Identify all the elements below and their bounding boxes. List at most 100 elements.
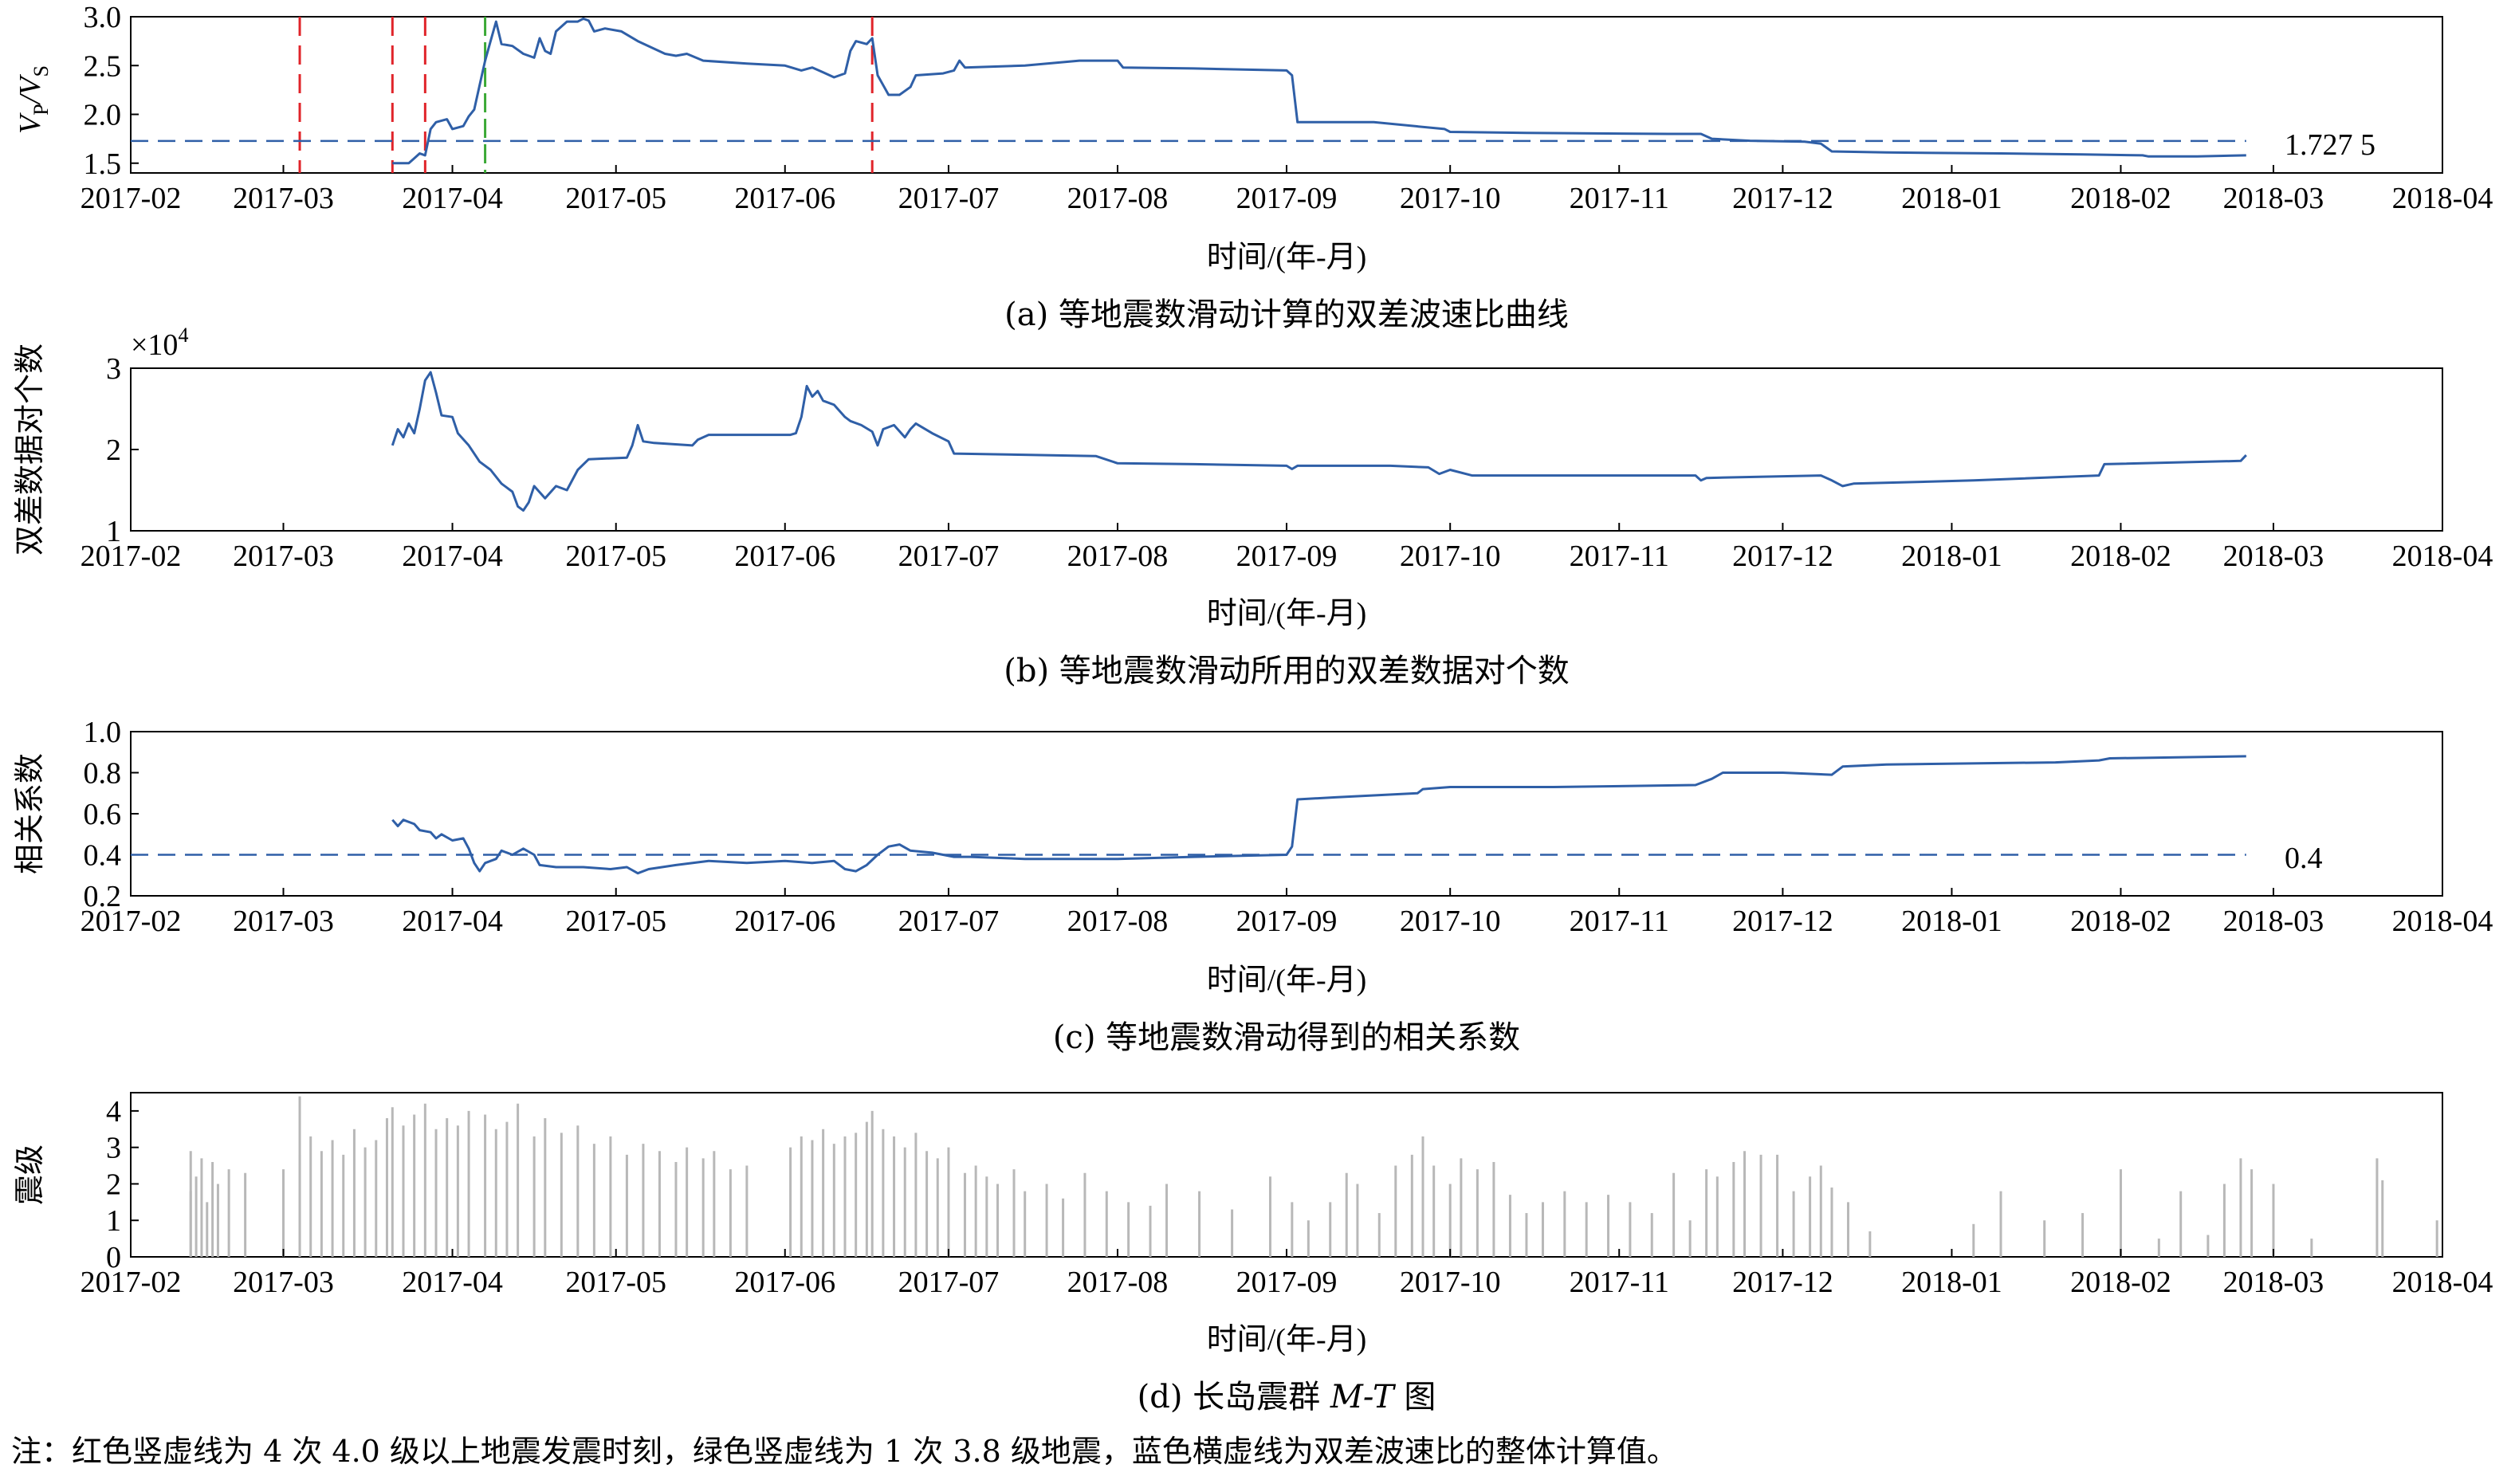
y-tick-label: 1.0 <box>84 716 122 749</box>
ylabel-a-sub-s: S <box>29 65 53 77</box>
x-tick-label: 2018-01 <box>1901 182 2002 215</box>
x-tick-label: 2017-11 <box>1570 540 1669 573</box>
y-tick-label: 2.5 <box>84 49 122 83</box>
series-line <box>391 755 2246 875</box>
x-tick-label: 2018-03 <box>2223 540 2324 573</box>
y-tick-label: 2 <box>106 1168 121 1201</box>
panel-a-caption: (a) 等地震数滑动计算的双差波速比曲线 <box>1004 296 1569 333</box>
caption-d-prefix: (d) 长岛震群 <box>1138 1379 1330 1415</box>
y-tick-label: 0.2 <box>84 880 122 913</box>
panel-a-y-ticks: 1.5 2.0 2.5 3.0 <box>84 1 139 181</box>
x-tick-label: 2017-04 <box>402 182 503 215</box>
panel-c-y-ticks: 0.2 0.4 0.6 0.8 1.0 <box>84 716 139 913</box>
x-tick-label: 2018-01 <box>1901 905 2002 938</box>
y-tick-label: 4 <box>106 1095 121 1129</box>
panel-b-x-ticks: 2017-02 2017-03 2017-04 2017-05 2017-06 2017-… <box>81 523 2493 573</box>
panel-c-caption: (c) 等地震数滑动得到的相关系数 <box>1053 1019 1520 1056</box>
x-tick-label: 2017-03 <box>233 1266 334 1299</box>
panel-d-caption: (d) 长岛震群 M-T 图 <box>1138 1379 1436 1415</box>
x-tick-label: 2017-09 <box>1236 182 1338 215</box>
x-tick-label: 2017-12 <box>1732 1266 1833 1299</box>
caption-d-suffix: 图 <box>1394 1379 1436 1415</box>
y-tick-label: 0.6 <box>84 798 122 831</box>
x-tick-label: 2017-02 <box>81 182 182 215</box>
panel-c-series <box>131 755 2246 875</box>
panel-a-vp-vs-ratio: 1.5 2.0 2.5 3.0 2017-02 2017-03 2017-04 2017-0… <box>14 1 2493 333</box>
panel-d-x-axis-label: 时间/(年-月) <box>1207 1323 1367 1356</box>
x-tick-label: 2017-07 <box>898 1266 1000 1299</box>
series-line <box>391 371 2247 512</box>
panel-a-x-axis-label: 时间/(年-月) <box>1207 241 1367 274</box>
ylabel-a-slash-v: /V <box>14 74 47 106</box>
x-tick-label: 2017-02 <box>81 905 182 938</box>
x-tick-label: 2018-02 <box>2070 182 2171 215</box>
panel-d-bars <box>189 1096 2438 1257</box>
panel-c-frame <box>130 731 2443 897</box>
x-tick-label: 2018-03 <box>2223 182 2324 215</box>
x-tick-label: 2017-10 <box>1400 905 1501 938</box>
x-tick-label: 2017-11 <box>1570 1266 1669 1299</box>
x-tick-label: 2017-07 <box>898 540 1000 573</box>
x-tick-label: 2017-07 <box>898 905 1000 938</box>
x-tick-label: 2017-02 <box>81 1266 182 1299</box>
panel-a-series <box>131 17 2246 165</box>
ylabel-a-sub-p: P <box>29 104 53 115</box>
x-tick-label: 2017-10 <box>1400 540 1501 573</box>
panel-c-x-axis-label: 时间/(年-月) <box>1207 964 1367 997</box>
x-tick-label: 2017-05 <box>565 1266 666 1299</box>
panel-b-caption: (b) 等地震数滑动所用的双差数据对个数 <box>1004 653 1570 689</box>
x-tick-label: 2017-03 <box>233 182 334 215</box>
x-tick-label: 2018-03 <box>2223 1266 2324 1299</box>
ylabel-a-v: V <box>14 112 47 134</box>
panel-a-x-ticks: 2017-02 2017-03 2017-04 2017-05 2017-06 2017-… <box>81 165 2493 215</box>
x-tick-label: 2018-01 <box>1901 1266 2002 1299</box>
x-tick-label: 2017-06 <box>734 182 835 215</box>
x-tick-label: 2017-08 <box>1067 540 1169 573</box>
x-tick-label: 2017-05 <box>565 905 666 938</box>
panel-b-series <box>391 371 2247 512</box>
panel-c-hline-label: 0.4 <box>2285 842 2323 875</box>
x-tick-label: 2017-05 <box>565 540 666 573</box>
x-tick-label: 2018-04 <box>2392 540 2493 573</box>
x-tick-label: 2018-02 <box>2070 540 2171 573</box>
x-tick-label: 2017-11 <box>1570 182 1669 215</box>
x-tick-label: 2017-08 <box>1067 905 1169 938</box>
x-tick-label: 2017-12 <box>1732 905 1833 938</box>
x-tick-label: 2017-09 <box>1236 1266 1338 1299</box>
caption-d-italic: M-T <box>1330 1379 1397 1415</box>
x-tick-label: 2018-03 <box>2223 905 2324 938</box>
x-tick-label: 2018-04 <box>2392 905 2493 938</box>
y-tick-label: 3 <box>106 352 121 386</box>
x-tick-label: 2017-04 <box>402 1266 503 1299</box>
y-tick-label: 2 <box>106 434 121 467</box>
x-tick-label: 2017-12 <box>1732 540 1833 573</box>
y-tick-label: 1 <box>106 1204 121 1238</box>
scale-exponent: 4 <box>178 324 188 347</box>
x-tick-label: 2017-03 <box>233 905 334 938</box>
x-tick-label: 2017-12 <box>1732 182 1833 215</box>
figure-note: 注：红色竖虚线为 4 次 4.0 级以上地震发震时刻，绿色竖虚线为 1 次 3.… <box>11 1434 1677 1469</box>
y-tick-label: 0.4 <box>84 839 122 873</box>
panel-b-y-axis-label: 双差数据对个数 <box>14 344 47 556</box>
panel-c-y-axis-label: 相关系数 <box>14 753 47 874</box>
panel-a-y-axis-label: VP/VS <box>14 65 53 134</box>
y-tick-label: 0.8 <box>84 757 122 791</box>
y-tick-label: 2.0 <box>84 99 122 132</box>
y-tick-label: 3.0 <box>84 1 122 34</box>
panel-b-scale-label: ×104 <box>131 324 188 362</box>
x-tick-label: 2017-09 <box>1236 905 1338 938</box>
panel-a-hline-label: 1.727 5 <box>2285 128 2375 162</box>
y-tick-label: 1.5 <box>84 147 122 181</box>
x-tick-label: 2017-10 <box>1400 1266 1501 1299</box>
x-tick-label: 2018-04 <box>2392 1266 2493 1299</box>
panel-d-x-ticks: 2017-02 2017-03 2017-04 2017-05 2017-06 2017-… <box>81 1249 2493 1299</box>
x-tick-label: 2017-08 <box>1067 182 1169 215</box>
panel-c-correlation: 0.2 0.4 0.6 0.8 1.0 2017-02 2017-03 2017-04 201… <box>14 716 2493 1056</box>
panel-b-x-axis-label: 时间/(年-月) <box>1207 597 1367 630</box>
x-tick-label: 2017-06 <box>734 905 835 938</box>
panel-b-data-pair-count: 123 2017-02 2017-03 2017-04 2017-05 2017-06 2… <box>14 324 2493 689</box>
y-tick-label: 0 <box>106 1241 121 1274</box>
x-tick-label: 2017-04 <box>402 905 503 938</box>
